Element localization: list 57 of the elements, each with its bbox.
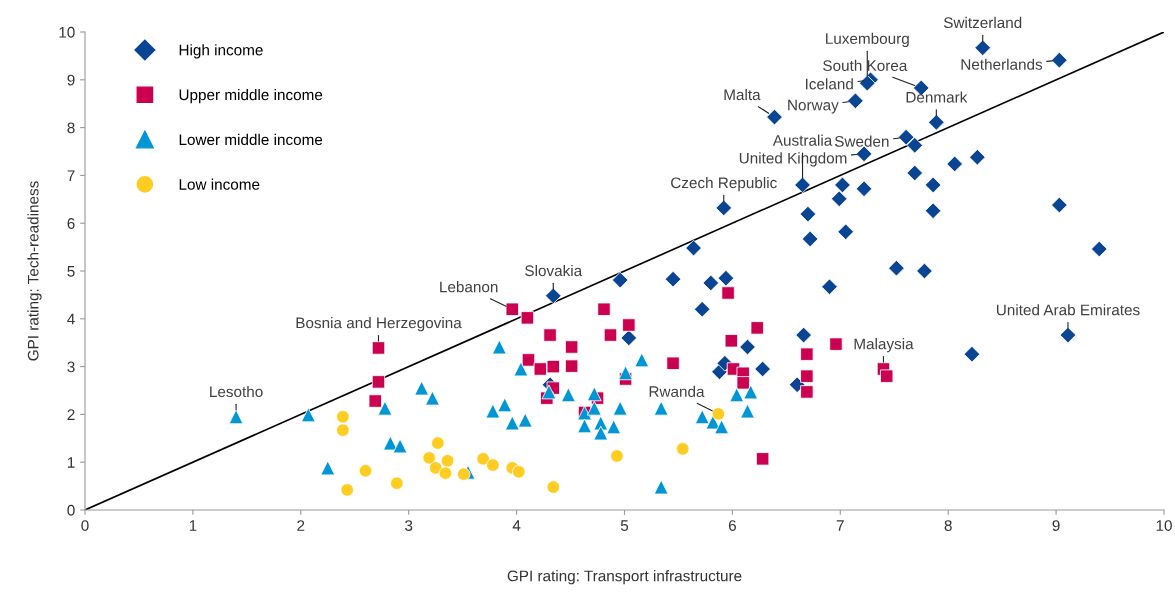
- y-tick-label: 7: [67, 170, 75, 181]
- x-axis-title: GPI rating: Transport infrastructure: [507, 570, 742, 585]
- annotation: Denmark: [906, 91, 968, 103]
- x-tick-label: 8: [944, 520, 952, 531]
- legend-label: Lower middle income: [179, 133, 323, 146]
- legend-label: Low income: [179, 178, 260, 190]
- x-tick-label: 6: [728, 520, 736, 531]
- annotation: Czech Republic: [671, 177, 777, 192]
- annotation: Malaysia: [854, 338, 914, 353]
- point: [685, 239, 702, 257]
- y-tick-label: 8: [67, 122, 75, 134]
- legend-label: Upper middle income: [179, 89, 323, 104]
- x-tick-label: 2: [297, 520, 305, 531]
- x-tick-label: 0: [81, 520, 89, 531]
- x-tick-label: 1: [189, 520, 197, 531]
- x-tick-label: 10: [1156, 520, 1172, 531]
- x-tick-label: 3: [405, 520, 413, 531]
- x-tick-label: 7: [836, 520, 844, 531]
- point: [1051, 196, 1068, 214]
- y-tick-label: 9: [67, 74, 75, 86]
- annotation: Sweden: [834, 135, 889, 147]
- point: [906, 164, 924, 182]
- annotation: Switzerland: [943, 16, 1022, 29]
- y-axis-title: GPI rating: Tech-readiness: [27, 181, 42, 361]
- point: [888, 259, 905, 277]
- y-tick-label: 5: [67, 266, 75, 277]
- point: [754, 360, 771, 378]
- annotation: Bosnia and Herzegovina: [296, 317, 462, 332]
- annotation: Lebanon: [440, 281, 498, 293]
- point: [946, 155, 963, 173]
- annotation: Rwanda: [649, 385, 705, 398]
- point: [766, 108, 783, 126]
- y-tick-label: 6: [67, 218, 75, 229]
- annotation: Norway: [788, 99, 839, 114]
- point: [739, 338, 756, 356]
- x-tick-label: 9: [1052, 520, 1060, 531]
- x-tick-label: 4: [512, 520, 521, 531]
- annotation: Iceland: [805, 78, 853, 90]
- y-tick-label: 4: [67, 313, 75, 325]
- y-tick-label: 1: [67, 457, 75, 468]
- annotation: Luxembourg: [826, 32, 909, 48]
- point: [497, 397, 513, 413]
- annotation: Netherlands: [961, 58, 1043, 70]
- point: [546, 359, 560, 374]
- y-tick-label: 10: [59, 26, 75, 38]
- annotation: Lesotho: [210, 385, 263, 398]
- y-tick-label: 3: [67, 361, 75, 373]
- y-tick-label: 2: [67, 409, 75, 420]
- legend-label: High income: [179, 44, 263, 59]
- annotation: Malta: [724, 88, 761, 101]
- point: [586, 386, 602, 402]
- y-tick-label: 0: [67, 504, 75, 516]
- annotation: Slovakia: [525, 264, 583, 277]
- annotation: United Arab Emirates: [996, 304, 1140, 316]
- x-tick-label: 5: [620, 520, 629, 531]
- point: [795, 326, 812, 344]
- annotation: Australia: [772, 134, 833, 146]
